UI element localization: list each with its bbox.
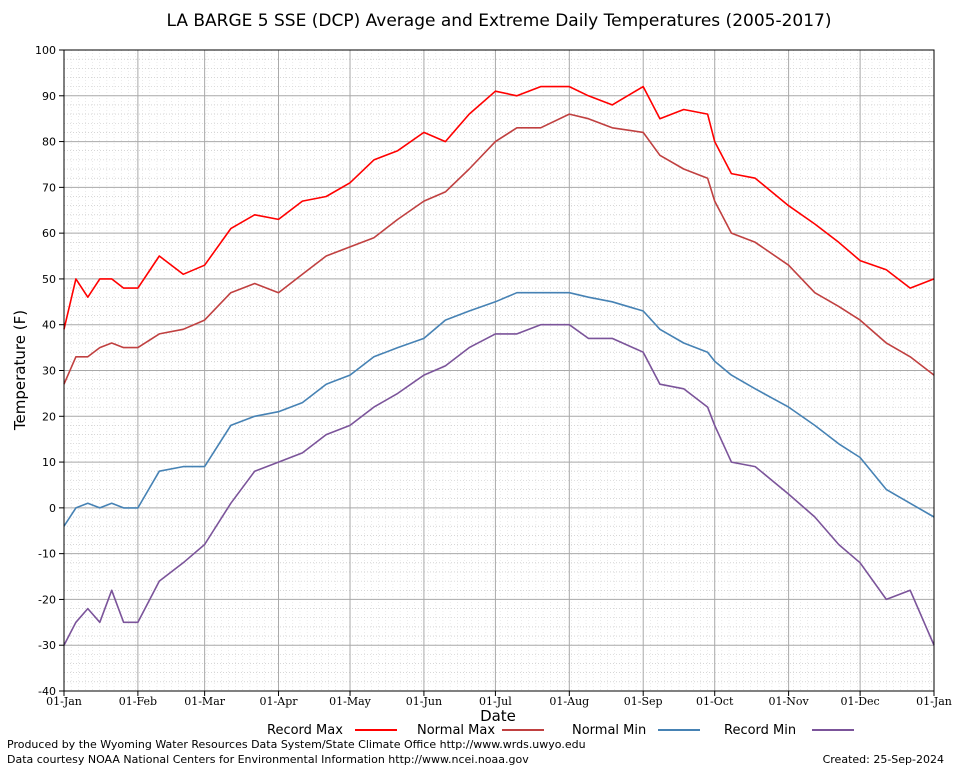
y-tick-label: 100 [35,44,56,57]
y-tick-label: 90 [42,90,56,103]
x-tick-label: 01-Sep [624,695,663,708]
x-tick-label: 01-Jun [406,695,442,708]
x-tick-label: 01-Nov [769,695,810,708]
legend-label-normal-min: Normal Min [572,723,646,738]
legend: Record Max Normal Max Normal Min Record Min [267,723,854,738]
chart-title: LA BARGE 5 SSE (DCP) Average and Extreme… [166,11,831,31]
x-axis-ticks: 01-Jan 01-Feb 01-Mar 01-Apr 01-May 01-Jun 01-J… [46,691,952,708]
y-tick-label: -30 [38,639,56,652]
y-tick-label: 0 [49,502,56,515]
plot-area [63,49,935,692]
footer-data-courtesy: Data courtesy NOAA National Centers for … [7,753,529,766]
series-lines [63,85,935,646]
y-tick-label: 30 [42,365,56,378]
y-tick-label: -20 [38,593,56,606]
x-tick-label: 01-Mar [184,695,226,708]
x-tick-label: 01-Jul [479,695,512,708]
x-tick-label: 01-Aug [549,695,589,708]
y-tick-label: 70 [42,181,56,194]
y-tick-label: 10 [42,456,56,469]
x-tick-label: 01-Jan [916,695,952,708]
series-line-normal-min [63,291,935,527]
x-tick-label: 01-May [329,695,372,708]
series-line-normal-max [63,113,935,385]
x-tick-label: 01-Apr [260,695,299,708]
footer-created: Created: 25-Sep-2024 [822,753,944,766]
y-axis-ticks: -40 -30 -20 -10 0 10 20 30 40 50 60 70 80 90 100 [35,44,64,698]
legend-label-normal-max: Normal Max [417,723,495,738]
x-tick-label: 01-Oct [696,695,734,708]
y-tick-label: -40 [38,685,56,698]
minor-grid [63,50,934,691]
x-tick-label: 01-Dec [841,695,880,708]
y-tick-label: 20 [42,410,56,423]
y-tick-label: -10 [38,548,56,561]
footer-produced-by: Produced by the Wyoming Water Resources … [7,738,586,751]
x-axis-label: Date [480,707,516,725]
y-tick-label: 80 [42,136,56,149]
series-line-record-max [63,85,935,330]
y-tick-label: 60 [42,227,56,240]
legend-label-record-max: Record Max [267,723,343,738]
y-tick-label: 40 [42,319,56,332]
series-line-record-min [63,323,935,646]
legend-label-record-min: Record Min [724,723,796,738]
y-tick-label: 50 [42,273,56,286]
x-tick-label: 01-Feb [119,695,157,708]
x-tick-label: 01-Jan [46,695,82,708]
y-axis-label: Temperature (F) [11,310,29,431]
